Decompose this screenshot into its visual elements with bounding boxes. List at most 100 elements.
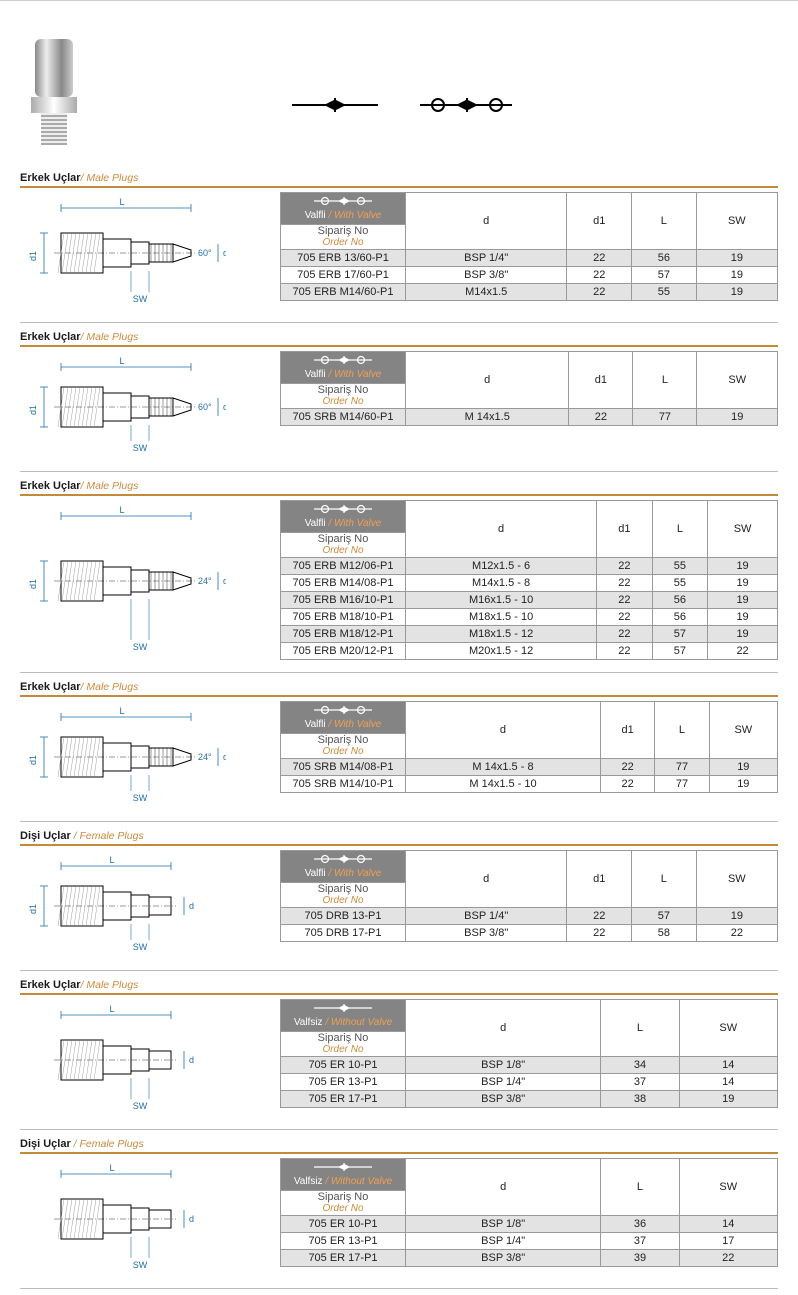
section-title: Erkek Uçlar/ Male Plugs [20,478,778,496]
table-cell: 705 SRB M14/60-P1 [281,409,406,426]
col-header: d [406,193,567,250]
table-cell: 22 [600,776,654,793]
table-cell: 37 [601,1074,679,1091]
spec-table: Valfsiz / Without ValvedLSWSipariş NoOrd… [280,1158,778,1267]
table-row: 705 ERB 13/60-P1BSP 1/4"225619 [281,250,778,267]
valve-header: Valfli / With Valve [281,193,406,225]
table-cell: M14x1.5 - 8 [406,575,597,592]
technical-drawing: Ld SW [26,1162,226,1272]
table-cell: 77 [655,776,709,793]
table-cell: 705 ER 17-P1 [281,1250,406,1267]
technical-drawing: LdSW [26,1003,226,1113]
table-cell: 38 [601,1091,679,1108]
table-row: 705 ER 17-P1BSP 3/8"3819 [281,1091,778,1108]
valve-header: Valfli / With Valve [281,702,406,734]
table-cell: 22 [569,409,633,426]
sections-container: Erkek Uçlar/ Male PlugsL60°dd1SWValfli /… [0,170,798,1289]
valve-header: Valfli / With Valve [281,851,406,883]
title-en: / Male Plugs [81,172,139,184]
col-header: SW [697,352,778,409]
svg-text:SW: SW [133,443,148,453]
table-cell: BSP 3/8" [406,1091,601,1108]
table-row: 705 ER 13-P1BSP 1/4"3717 [281,1233,778,1250]
table-cell: 705 ER 17-P1 [281,1091,406,1108]
table-cell: BSP 1/4" [406,1233,601,1250]
col-header: L [632,851,697,908]
diagram-area: Ld SW [20,1158,280,1276]
svg-text:L: L [109,1163,114,1173]
title-tr: Dişi Uçlar [20,830,71,842]
table-row: 705 ER 13-P1BSP 1/4"3714 [281,1074,778,1091]
svg-text:L: L [119,505,124,515]
svg-text:d: d [189,1214,194,1224]
table-cell: 705 ER 13-P1 [281,1074,406,1091]
table-cell: M16x1.5 - 10 [406,592,597,609]
table-cell: 22 [708,643,778,660]
spec-section: Dişi Uçlar / Female Plugs Ldd1SW Valfli / … [20,828,778,958]
order-header: Sipariş NoOrder No [281,1032,406,1057]
table-cell: 55 [652,558,707,575]
order-header: Sipariş NoOrder No [281,225,406,250]
table-cell: 705 ER 13-P1 [281,1233,406,1250]
table-cell: 19 [696,284,777,301]
product-photo [25,21,83,151]
table-cell: 34 [601,1057,679,1074]
table-cell: 17 [679,1233,777,1250]
diagram-area: LdSW [20,999,280,1117]
order-header: Sipariş NoOrder No [281,734,406,759]
table-cell: 22 [567,284,632,301]
table-cell: 705 ERB 17/60-P1 [281,267,406,284]
title-en: / Female Plugs [71,830,144,842]
section-title: Erkek Uçlar/ Male Plugs [20,977,778,995]
table-cell: 705 ER 10-P1 [281,1057,406,1074]
svg-text:d1: d1 [28,904,38,914]
table-row: 705 ER 10-P1BSP 1/8"3614 [281,1216,778,1233]
table-row: 705 ERB M16/10-P1M16x1.5 - 10225619 [281,592,778,609]
col-header: SW [696,193,777,250]
svg-text:d1: d1 [28,405,38,415]
table-cell: BSP 1/4" [406,908,567,925]
separator [20,970,778,971]
table-cell: 19 [708,575,778,592]
top-area [0,0,798,170]
svg-text:L: L [109,855,114,865]
svg-text:d: d [223,402,226,412]
spec-section: Erkek Uçlar/ Male PlugsL24°dd1SWValfli /… [20,478,778,660]
table-cell: 14 [679,1057,777,1074]
table-cell: 705 DRB 17-P1 [281,925,406,942]
order-header: Sipariş NoOrder No [281,883,406,908]
technical-drawing: Ldd1SW [26,854,226,954]
svg-text:SW: SW [133,1260,148,1270]
separator [20,672,778,673]
table-cell: BSP 3/8" [406,267,567,284]
valve-header: Valfli / With Valve [281,501,406,533]
table-cell: 705 ERB M18/12-P1 [281,626,406,643]
col-header: SW [696,851,777,908]
table-cell: 22 [597,626,652,643]
section-title: Erkek Uçlar/ Male Plugs [20,329,778,347]
table-cell: 705 ER 10-P1 [281,1216,406,1233]
spec-section: Erkek Uçlar/ Male PlugsL60°dd1SWValfli /… [20,329,778,459]
table-cell: 19 [709,759,777,776]
symbol-with-valve-icon [418,97,514,116]
table-cell: 19 [708,592,778,609]
table-cell: 22 [567,250,632,267]
spec-table: Valfsiz / Without ValvedLSWSipariş NoOrd… [280,999,778,1108]
table-row: 705 SRB M14/08-P1M 14x1.5 - 8227719 [281,759,778,776]
separator [20,471,778,472]
separator [20,821,778,822]
spec-section: Dişi Uçlar / Female PlugsLdSWValfsiz / W… [20,1136,778,1276]
table-cell: M12x1.5 - 6 [406,558,597,575]
table-cell: 19 [709,776,777,793]
spec-table: Valfli / With Valvedd1LSWSipariş NoOrder… [280,351,778,426]
col-header: L [601,1159,679,1216]
symbol-no-valve-icon [290,97,380,116]
svg-text:d: d [223,576,226,586]
table-cell: 705 ERB M14/60-P1 [281,284,406,301]
svg-text:SW: SW [133,793,148,803]
table-cell: 705 ERB 13/60-P1 [281,250,406,267]
table-cell: 22 [567,925,632,942]
title-en: / Male Plugs [81,681,139,693]
title-tr: Erkek Uçlar [20,979,81,991]
col-header: SW [708,501,778,558]
